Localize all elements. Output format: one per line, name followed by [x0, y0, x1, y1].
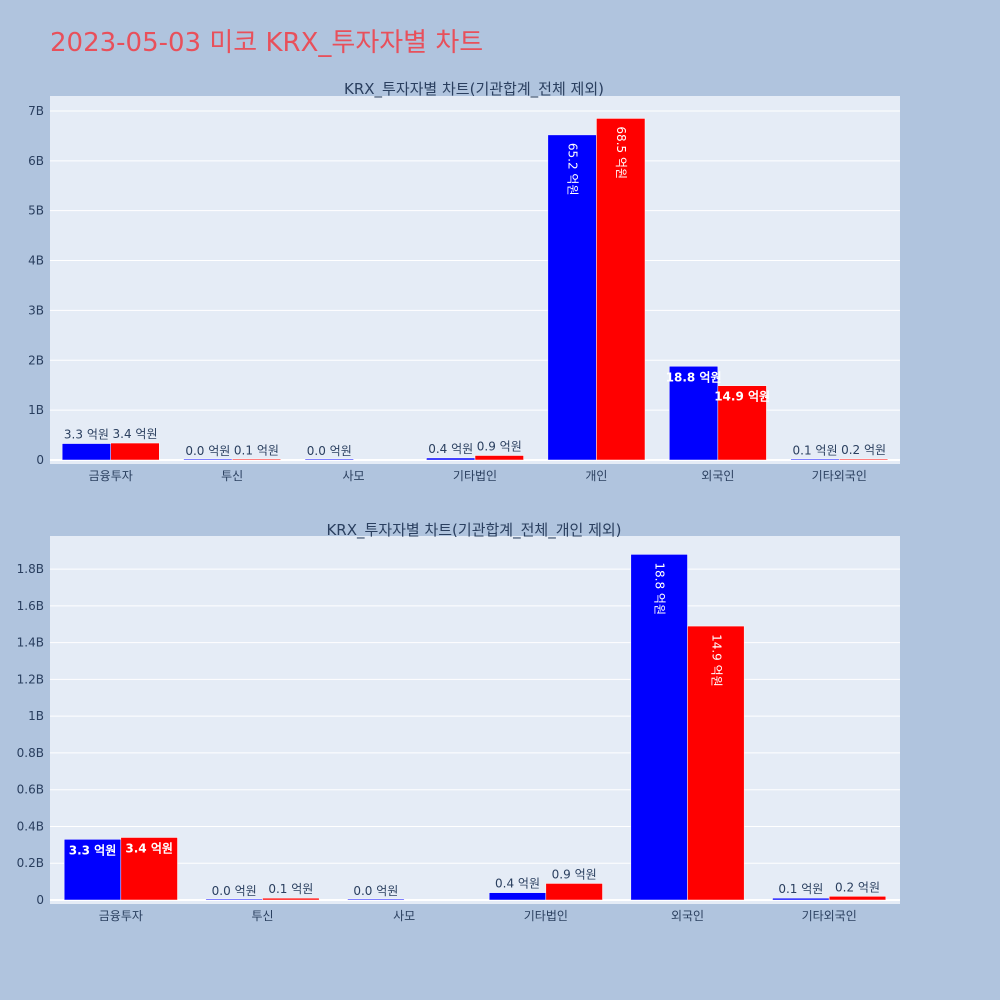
- data-label: 0.1 억원: [234, 444, 279, 458]
- bar: [120, 837, 178, 901]
- y-tick-label: 0.8B: [17, 746, 44, 760]
- bar: [488, 892, 547, 901]
- x-tick-label: 투신: [221, 469, 243, 483]
- data-label: 3.4 억원: [125, 841, 173, 855]
- data-label: 0.2 억원: [841, 443, 886, 457]
- y-tick-label: 1.4B: [17, 636, 44, 650]
- bar: [231, 458, 281, 461]
- y-tick-label: 0: [36, 453, 44, 467]
- bar: [828, 896, 887, 901]
- data-label: 18.8 억원: [666, 370, 722, 384]
- bar: [772, 897, 830, 901]
- plot-area: [50, 96, 900, 464]
- x-tick-label: 사모: [343, 469, 365, 483]
- bar: [839, 458, 889, 461]
- data-label: 0.0 억원: [353, 884, 398, 898]
- y-tick-label: 1B: [28, 709, 44, 723]
- bar: [347, 898, 405, 901]
- y-tick-label: 5B: [28, 204, 44, 218]
- data-label: 3.4 억원: [113, 427, 158, 441]
- bar: [426, 457, 476, 461]
- data-label: 0.2 억원: [835, 880, 880, 894]
- y-tick-label: 1.8B: [17, 562, 44, 576]
- data-label: 0.4 억원: [495, 877, 540, 891]
- data-label: 0.0 억원: [212, 884, 257, 898]
- bar: [669, 366, 719, 461]
- y-tick-label: 0: [36, 893, 44, 907]
- bar: [717, 385, 767, 461]
- y-tick-label: 0.4B: [17, 819, 44, 833]
- x-tick-label: 개인: [585, 469, 607, 483]
- y-tick-label: 1.2B: [17, 672, 44, 686]
- data-label: 14.9 억원: [709, 634, 723, 687]
- x-tick-label: 기타법인: [524, 909, 568, 923]
- bar: [110, 442, 160, 461]
- x-tick-label: 투신: [251, 909, 273, 923]
- x-tick-label: 금융투자: [89, 469, 133, 483]
- plot-area: [50, 536, 900, 904]
- bar: [596, 118, 646, 461]
- data-label: 0.0 억원: [307, 444, 352, 458]
- chart-title: KRX_투자자별 차트(기관합계_전체 제외): [344, 80, 604, 99]
- bar: [304, 458, 354, 461]
- data-label: 68.5 억원: [614, 126, 628, 179]
- bar: [547, 134, 597, 461]
- y-tick-label: 6B: [28, 154, 44, 168]
- data-label: 0.4 억원: [428, 442, 473, 456]
- bar: [687, 625, 745, 901]
- y-tick-label: 3B: [28, 303, 44, 317]
- x-tick-label: 기타외국인: [812, 469, 867, 483]
- data-label: 18.8 억원: [653, 562, 667, 615]
- data-label: 0.1 억원: [268, 882, 313, 896]
- chart-1: 0 1B 2B 3B 4B 5B 6B 7B KRX_투자자별 차트(기관합계_전체 제외) 금융…: [28, 80, 900, 483]
- chart-2: 0 0.2B 0.4B 0.6B 0.8B 1B 1.2B 1.4B 1.6B 1.8B KRX_투…: [17, 521, 900, 923]
- bar: [474, 455, 524, 461]
- y-tick-label: 4B: [28, 254, 44, 268]
- bar: [183, 458, 233, 461]
- bar: [205, 898, 263, 901]
- x-tick-label: 기타외국인: [802, 909, 857, 923]
- y-tick-label: 0.6B: [17, 783, 44, 797]
- data-label: 14.9 억원: [714, 390, 770, 404]
- x-tick-label: 금융투자: [99, 909, 143, 923]
- data-label: 0.1 억원: [778, 882, 823, 896]
- bar: [630, 554, 688, 901]
- data-label: 0.9 억원: [552, 867, 597, 881]
- y-tick-label: 7B: [28, 104, 44, 118]
- data-label: 0.1 억원: [793, 444, 838, 458]
- bar: [61, 443, 111, 461]
- x-tick-label: 사모: [393, 909, 415, 923]
- bar: [790, 458, 840, 461]
- y-tick-label: 1.6B: [17, 599, 44, 613]
- page-title: 2023-05-03 미코 KRX_투자자별 차트: [50, 28, 484, 58]
- y-tick-label: 0.2B: [17, 856, 44, 870]
- data-label: 3.3 억원: [69, 843, 117, 857]
- bar: [262, 897, 320, 901]
- y-tick-label: 1B: [28, 403, 44, 417]
- y-tick-label: 2B: [28, 353, 44, 367]
- data-label: 0.9 억원: [477, 440, 522, 454]
- data-label: 0.0 억원: [185, 444, 230, 458]
- x-tick-label: 외국인: [671, 909, 704, 923]
- data-label: 65.2 억원: [566, 143, 580, 196]
- x-tick-label: 외국인: [701, 469, 734, 483]
- data-label: 3.3 억원: [64, 428, 109, 442]
- chart-title: KRX_투자자별 차트(기관합계_전체_개인 제외): [326, 521, 621, 540]
- x-tick-label: 기타법인: [453, 469, 497, 483]
- bar: [545, 883, 603, 901]
